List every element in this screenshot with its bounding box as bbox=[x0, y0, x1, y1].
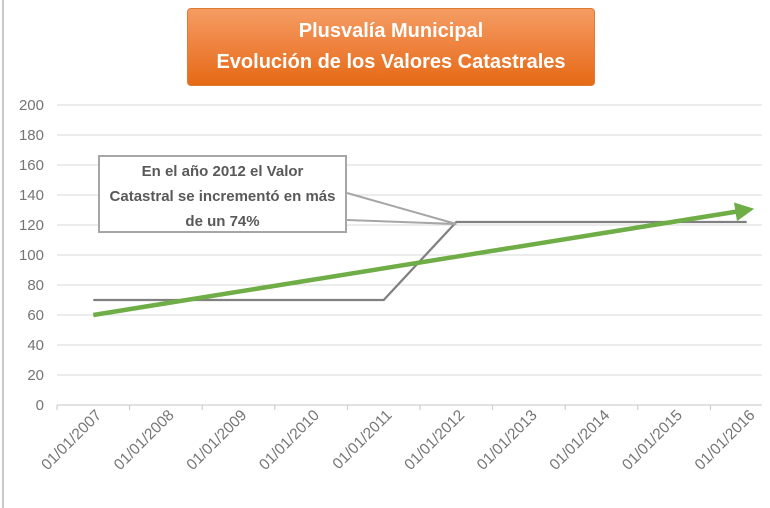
x-axis-label: 01/01/2014 bbox=[546, 407, 613, 474]
y-axis-label: 160 bbox=[19, 157, 44, 174]
y-axis-label: 180 bbox=[19, 127, 44, 144]
x-axis-label: 01/01/2013 bbox=[474, 407, 541, 474]
callout-text-line-1: En el año 2012 el Valor bbox=[141, 163, 304, 180]
trend-arrow-line bbox=[92, 202, 755, 318]
y-axis-label: 120 bbox=[19, 217, 44, 234]
callout-text-line-3: de un 74% bbox=[185, 213, 260, 230]
x-axis-label: 01/01/2009 bbox=[183, 407, 250, 474]
y-axis-label: 0 bbox=[36, 397, 44, 414]
y-axis-label: 100 bbox=[19, 247, 44, 264]
chart-title-line-2: Evolución de los Valores Catastrales bbox=[216, 51, 566, 73]
x-axis-label: 01/01/2010 bbox=[256, 407, 323, 474]
chart-title-banner: Plusvalía Municipal Evolución de los Val… bbox=[187, 8, 595, 86]
x-axis-label: 01/01/2011 bbox=[329, 407, 395, 473]
x-axis-label: 01/01/2015 bbox=[619, 407, 686, 474]
x-axis-label: 01/01/2012 bbox=[401, 407, 468, 474]
callout-box: En el año 2012 el Valor Catastral se inc… bbox=[98, 155, 347, 233]
x-axis-label: 01/01/2016 bbox=[692, 407, 759, 474]
x-axis-label: 01/01/2008 bbox=[111, 407, 178, 474]
y-axis-label: 140 bbox=[19, 187, 44, 204]
y-axis-label: 20 bbox=[27, 367, 44, 384]
window-left-border bbox=[2, 0, 4, 508]
y-axis-label: 80 bbox=[27, 277, 44, 294]
chart-title-line-1: Plusvalía Municipal bbox=[298, 20, 484, 42]
y-axis-label: 200 bbox=[19, 97, 44, 114]
callout-text-line-2: Catastral se incrementó en más bbox=[109, 188, 336, 205]
y-axis-label: 40 bbox=[27, 337, 44, 354]
x-axis-label: 01/01/2007 bbox=[38, 407, 105, 474]
y-axis-label: 60 bbox=[27, 307, 44, 324]
